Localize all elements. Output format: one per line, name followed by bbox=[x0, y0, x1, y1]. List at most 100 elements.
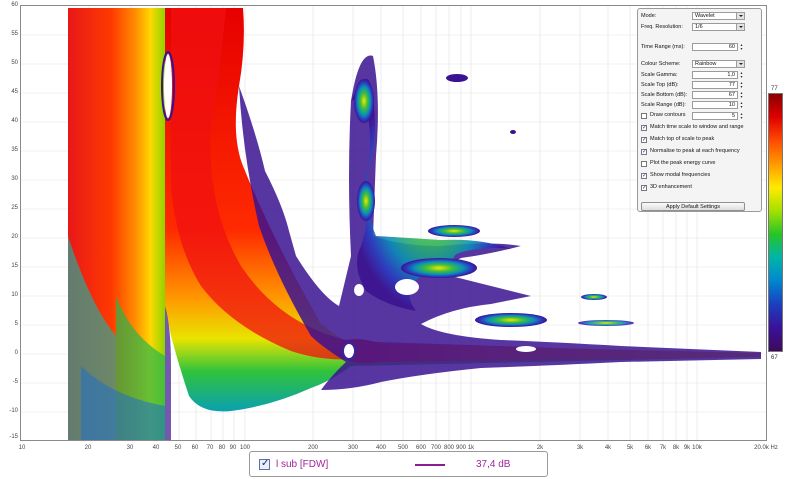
x-tick: 6k bbox=[644, 445, 652, 451]
freq-resolution-label: Freq. Resolution: bbox=[641, 24, 683, 30]
3d-enhancement-checkbox[interactable] bbox=[641, 184, 647, 191]
y-tick: 0 bbox=[14, 350, 18, 356]
scale-top-input[interactable]: 77 ▴ ▾ bbox=[692, 81, 743, 89]
colour-scheme-select[interactable]: Rainbow bbox=[692, 60, 745, 68]
x-tick: 80 bbox=[218, 445, 226, 451]
legend-checkbox[interactable] bbox=[259, 458, 270, 470]
scale-bottom-value: 67 bbox=[728, 92, 735, 98]
spinner-icon[interactable]: ▴ ▾ bbox=[740, 90, 743, 99]
scale-gamma-input[interactable]: 1,0 ▴ ▾ bbox=[692, 71, 743, 79]
x-tick: 5k bbox=[626, 445, 634, 451]
scale-top-value: 77 bbox=[728, 82, 735, 88]
contours-value: 5 bbox=[731, 113, 735, 119]
peak-energy-checkbox[interactable] bbox=[641, 161, 647, 167]
x-tick: 40 bbox=[152, 445, 160, 451]
chevron-down-icon bbox=[736, 61, 744, 67]
time-range-value: 60 bbox=[728, 44, 735, 50]
x-tick: 3k bbox=[576, 445, 584, 451]
colour-bar-bottom-label: 67 bbox=[771, 355, 778, 361]
y-tick: 60 bbox=[11, 2, 18, 8]
peak-energy-label: Plot the peak energy curve bbox=[650, 160, 716, 166]
y-tick: 5 bbox=[14, 321, 18, 327]
spinner-icon[interactable]: ▴ ▾ bbox=[740, 111, 743, 120]
freq-resolution-value: 1/6 bbox=[695, 24, 703, 30]
x-tick: 200 bbox=[307, 445, 319, 451]
x-tick: 600 bbox=[415, 445, 427, 451]
x-tick: 60 bbox=[191, 445, 199, 451]
colour-scheme-value: Rainbow bbox=[695, 61, 717, 67]
match-top-scale-checkbox[interactable] bbox=[641, 136, 647, 143]
y-tick: 35 bbox=[11, 147, 18, 153]
y-tick: 10 bbox=[11, 292, 18, 298]
legend-series-name: l sub [FDW] bbox=[276, 459, 329, 470]
legend-value: 37,4 dB bbox=[476, 459, 511, 470]
colour-scheme-label: Colour Scheme: bbox=[641, 61, 681, 67]
x-tick: 300 bbox=[347, 445, 359, 451]
y-tick: -10 bbox=[9, 408, 18, 414]
spinner-icon[interactable]: ▴ ▾ bbox=[740, 80, 743, 89]
match-top-scale-label: Match top of scale to peak bbox=[650, 136, 715, 142]
chevron-down-icon bbox=[736, 13, 744, 19]
y-tick: 15 bbox=[11, 263, 18, 269]
time-range-input[interactable]: 60 ▴ ▾ bbox=[692, 43, 743, 51]
chevron-down-icon bbox=[736, 24, 744, 30]
apply-default-settings-button[interactable]: Apply Default Settings bbox=[641, 202, 745, 211]
draw-contours-label: Draw contours bbox=[650, 112, 686, 118]
modal-frequencies-label: Show modal frequencies bbox=[650, 172, 711, 178]
modal-frequencies-checkbox[interactable] bbox=[641, 172, 647, 179]
3d-enhancement-label: 3D enhancement bbox=[650, 184, 692, 190]
y-tick: 40 bbox=[11, 118, 18, 124]
x-tick: 700 bbox=[430, 445, 442, 451]
y-tick: 55 bbox=[11, 31, 18, 37]
colour-scale-bar bbox=[768, 93, 783, 352]
scale-gamma-label: Scale Gamma: bbox=[641, 72, 678, 78]
scale-gamma-value: 1,0 bbox=[727, 72, 735, 78]
x-tick: 100 bbox=[239, 445, 251, 451]
x-tick: 900 bbox=[455, 445, 467, 451]
spinner-icon[interactable]: ▴ ▾ bbox=[740, 100, 743, 109]
x-tick: 10 bbox=[18, 445, 26, 451]
freq-resolution-select[interactable]: 1/6 bbox=[692, 23, 745, 31]
x-tick: 800 bbox=[443, 445, 455, 451]
x-tick: 30 bbox=[126, 445, 134, 451]
x-tick: 9k bbox=[683, 445, 691, 451]
x-tick: 7k bbox=[659, 445, 667, 451]
y-tick: 25 bbox=[11, 205, 18, 211]
draw-contours-checkbox[interactable] bbox=[641, 113, 647, 119]
x-tick: 8k bbox=[672, 445, 680, 451]
y-tick: -5 bbox=[12, 379, 18, 385]
mode-label: Mode: bbox=[641, 13, 657, 19]
spectrogram-image bbox=[21, 6, 766, 440]
normalise-peak-label: Normalise to peak at each frequency bbox=[650, 148, 740, 154]
legend-panel: l sub [FDW] 37,4 dB bbox=[249, 451, 548, 477]
x-tick: 50 bbox=[174, 445, 182, 451]
x-tick: 500 bbox=[397, 445, 409, 451]
settings-panel: Mode: Wavelet Freq. Resolution: 1/6 Time… bbox=[637, 8, 762, 212]
x-tick: 1k bbox=[467, 445, 475, 451]
y-tick: 30 bbox=[11, 176, 18, 182]
time-range-label: Time Range (ms): bbox=[641, 44, 685, 50]
y-tick: 20 bbox=[11, 234, 18, 240]
spinner-icon[interactable]: ▴ ▾ bbox=[740, 70, 743, 79]
mode-select-value: Wavelet bbox=[695, 13, 715, 19]
y-tick: 45 bbox=[11, 89, 18, 95]
scale-range-input[interactable]: 10 ▴ ▾ bbox=[692, 101, 743, 109]
x-tick: 70 bbox=[206, 445, 214, 451]
scale-bottom-input[interactable]: 67 ▴ ▾ bbox=[692, 91, 743, 99]
spinner-icon[interactable]: ▴ ▾ bbox=[740, 42, 743, 51]
contours-input[interactable]: 5 ▴ ▾ bbox=[692, 112, 743, 120]
mode-select[interactable]: Wavelet bbox=[692, 12, 745, 20]
x-tick: 2k bbox=[536, 445, 544, 451]
x-tick: 20.0k Hz bbox=[754, 445, 778, 451]
x-tick: 400 bbox=[375, 445, 387, 451]
x-tick: 20 bbox=[84, 445, 92, 451]
scale-top-label: Scale Top (dB): bbox=[641, 82, 679, 88]
match-time-scale-label: Match time scale to window and range bbox=[650, 124, 744, 130]
scale-bottom-label: Scale Bottom (dB): bbox=[641, 92, 688, 98]
colour-bar-top-label: 77 bbox=[771, 86, 778, 92]
normalise-peak-checkbox[interactable] bbox=[641, 148, 647, 155]
legend-line-swatch bbox=[415, 464, 445, 466]
match-time-scale-checkbox[interactable] bbox=[641, 124, 647, 131]
y-tick: 50 bbox=[11, 60, 18, 66]
x-tick: 4k bbox=[604, 445, 612, 451]
